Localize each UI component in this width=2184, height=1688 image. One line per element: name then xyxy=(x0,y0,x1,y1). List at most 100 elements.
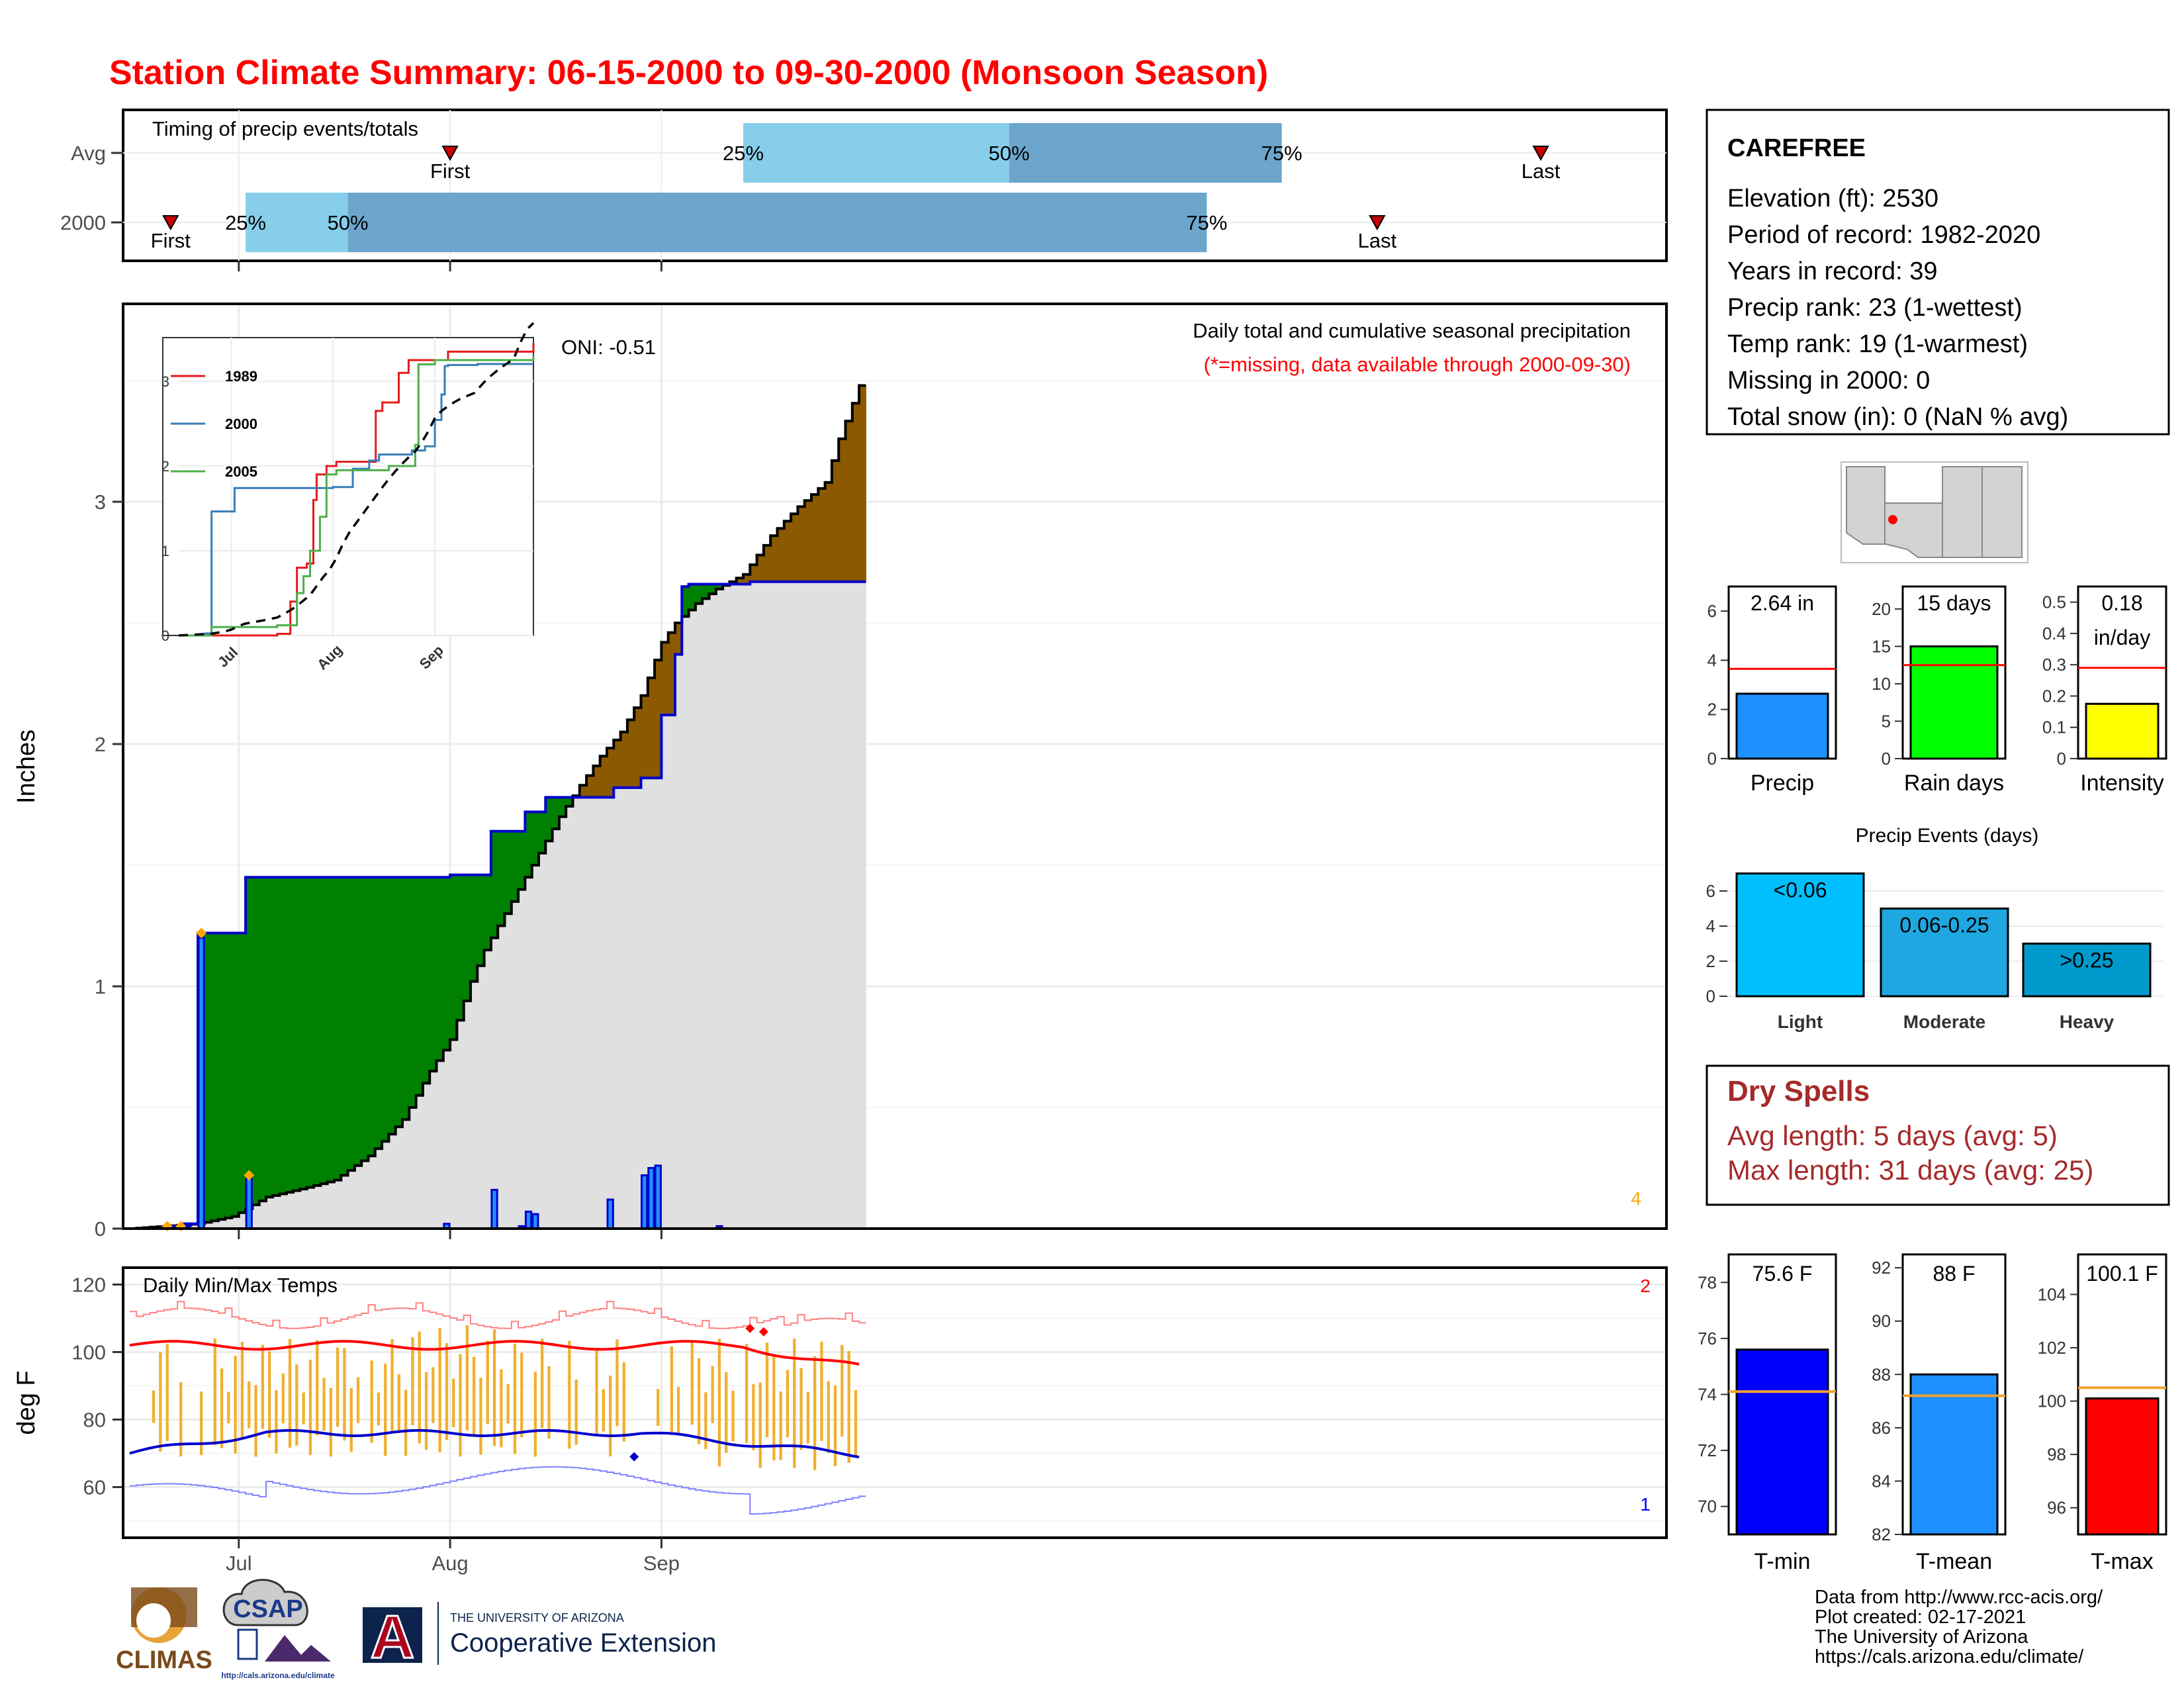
cumulative-base-fill xyxy=(361,1160,369,1229)
daily-precip-bar xyxy=(245,1174,253,1230)
daily-temp-range-bar xyxy=(602,1389,605,1432)
temp-y-tick-label: 80 xyxy=(83,1409,106,1432)
above-average-fill xyxy=(498,831,505,926)
daily-temp-range-bar xyxy=(268,1351,271,1438)
timing-first-marker xyxy=(441,146,459,162)
summary-value-bar xyxy=(1909,645,1999,760)
above-average-fill xyxy=(688,584,696,610)
logos: CLIMAS CSAP http://cals.arizona.edu/clim… xyxy=(116,1579,716,1680)
daily-temp-range-bar xyxy=(377,1392,381,1426)
daily-temp-range-bar xyxy=(404,1389,408,1456)
oni-value: ONI: -0.51 xyxy=(561,336,656,359)
above-average-fill xyxy=(259,877,267,1201)
daily-temp-range-bar xyxy=(384,1364,387,1456)
below-average-fill xyxy=(743,574,751,585)
cumulative-base-fill xyxy=(859,581,866,1229)
inset-y-tick-label: 3 xyxy=(161,373,169,390)
daily-temp-range-bar xyxy=(574,1380,578,1445)
cumulative-base-fill xyxy=(777,581,785,1229)
timing-q50-label: 50% xyxy=(328,211,369,234)
daily-temp-range-bar xyxy=(302,1392,305,1425)
cumulative-base-fill xyxy=(457,1020,465,1229)
below-average-fill xyxy=(811,494,819,582)
below-average-fill xyxy=(634,708,641,788)
below-average-fill xyxy=(600,756,608,798)
cumulative-base-fill xyxy=(511,901,519,1229)
above-average-fill xyxy=(422,877,430,1084)
above-average-fill xyxy=(566,797,573,806)
daily-temp-range-bar xyxy=(847,1350,850,1463)
extreme-event-marker xyxy=(244,1170,255,1181)
daily-precip-bar xyxy=(490,1188,498,1230)
temp-summary-value-bar xyxy=(2085,1397,2160,1536)
corner-count: 4 xyxy=(1631,1188,1641,1209)
above-average-fill xyxy=(395,877,403,1127)
daily-temp-range-bar xyxy=(486,1340,489,1425)
daily-temp-range-bar xyxy=(799,1368,803,1450)
daily-temp-range-bar xyxy=(657,1389,660,1427)
footer-credits: Data from http://www.rcc-acis.org/ Plot … xyxy=(1815,1587,2103,1667)
record-max-count: 2 xyxy=(1640,1276,1651,1296)
summary-y-tick-label: 5 xyxy=(1882,711,1891,731)
summary-y-tick-label: 0.2 xyxy=(2042,686,2066,706)
daily-precip-bar xyxy=(654,1164,662,1230)
above-average-fill xyxy=(450,874,457,1040)
x-axis-tick-label: Jul xyxy=(226,1552,252,1575)
cumulative-base-fill xyxy=(498,925,505,1229)
summary-y-tick-label: 0 xyxy=(1882,749,1891,769)
above-average-fill xyxy=(471,874,478,982)
ua-logo: A THE UNIVERSITY OF ARIZONA Cooperative … xyxy=(363,1602,716,1672)
below-average-fill xyxy=(614,739,621,788)
daily-temp-range-bar xyxy=(397,1374,400,1434)
cumulative-base-fill xyxy=(811,581,819,1229)
csap-logo: CSAP http://cals.arizona.edu/climate xyxy=(221,1579,335,1680)
cumulative-base-fill xyxy=(273,1195,281,1229)
below-average-fill xyxy=(668,632,676,716)
daily-temp-range-bar xyxy=(418,1331,421,1444)
inset-y-tick-label: 2 xyxy=(161,458,169,475)
below-average-fill xyxy=(647,677,655,778)
cumulative-base-fill xyxy=(293,1190,300,1229)
cumulative-base-fill xyxy=(715,588,723,1229)
above-average-fill xyxy=(293,877,300,1191)
cumulative-base-fill xyxy=(566,806,573,1229)
record-max-line xyxy=(130,1301,866,1329)
above-average-fill xyxy=(402,877,410,1120)
record-high-marker xyxy=(745,1323,755,1333)
below-average-fill xyxy=(845,421,853,582)
above-average-fill xyxy=(347,877,355,1171)
extreme-event-marker xyxy=(196,927,207,939)
daily-temp-range-bar xyxy=(220,1368,224,1448)
below-average-fill xyxy=(839,438,846,582)
average-max-line xyxy=(129,1340,860,1366)
above-average-fill xyxy=(484,874,492,951)
summary-y-tick-label: 10 xyxy=(1872,674,1891,694)
ua-unit: Cooperative Extension xyxy=(450,1628,716,1658)
credit-line-1: Data from http://www.rcc-acis.org/ xyxy=(1815,1587,2103,1608)
below-average-fill xyxy=(627,720,635,788)
average-min-line xyxy=(129,1429,860,1459)
above-average-fill xyxy=(225,933,232,1218)
timing-row-label: Avg xyxy=(71,142,106,165)
daily-temp-range-bar xyxy=(479,1378,482,1455)
record-min-count: 1 xyxy=(1640,1494,1651,1515)
station-info-line: Elevation (ft): 2530 xyxy=(1727,185,1938,212)
daily-temp-range-bar xyxy=(513,1343,517,1454)
cumulative-base-fill xyxy=(375,1149,383,1229)
temp-summary-y-tick-label: 98 xyxy=(2047,1444,2066,1464)
below-average-fill xyxy=(763,545,771,582)
temp-y-tick-label: 100 xyxy=(71,1341,106,1364)
timing-first-marker xyxy=(162,215,179,231)
temp-summary-y-tick-label: 92 xyxy=(1872,1258,1891,1278)
daily-temp-range-bar xyxy=(336,1347,340,1427)
cumulative-base-fill xyxy=(191,1224,199,1229)
timing-q25-label: 25% xyxy=(225,211,266,234)
events-y-tick-label: 0 xyxy=(1706,986,1715,1006)
summary-y-tick-label: 0.1 xyxy=(2042,718,2066,737)
above-average-fill xyxy=(252,877,260,1205)
above-average-fill xyxy=(246,877,253,1209)
cumulative-base-fill xyxy=(402,1119,410,1229)
daily-temp-range-bar xyxy=(322,1378,326,1431)
daily-temp-range-bar xyxy=(711,1366,714,1423)
cumulative-base-fill xyxy=(238,1212,246,1229)
